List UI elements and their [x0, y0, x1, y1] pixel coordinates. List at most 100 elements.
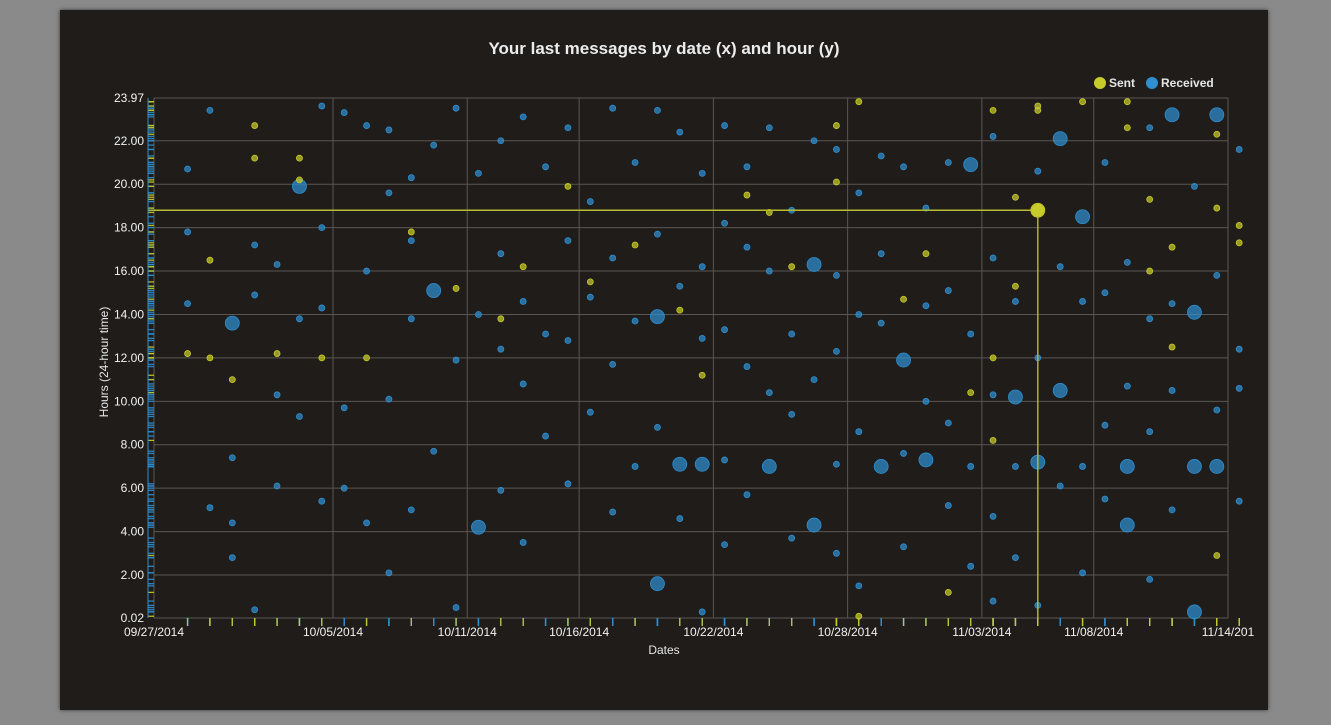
received-point — [672, 456, 688, 472]
received-point — [833, 549, 840, 557]
received-point — [228, 519, 236, 527]
received-point — [877, 319, 885, 327]
received-point — [318, 497, 326, 505]
received-point — [519, 380, 527, 388]
received-point — [318, 102, 326, 110]
received-point — [1079, 463, 1086, 470]
sent-point — [855, 612, 863, 620]
received-point — [224, 315, 240, 331]
received-point — [564, 480, 572, 488]
legend-received-label[interactable]: Received — [1161, 76, 1214, 90]
received-point — [1187, 604, 1202, 620]
sent-point — [296, 154, 303, 162]
received-point — [855, 582, 863, 590]
received-point — [206, 504, 214, 512]
received-point — [765, 389, 773, 397]
received-point — [586, 198, 594, 205]
received-point — [1168, 387, 1176, 394]
received-point — [407, 237, 415, 245]
received-point — [1075, 209, 1090, 225]
received-point — [471, 519, 486, 535]
received-point — [363, 122, 370, 129]
received-point — [1235, 146, 1243, 153]
y-tick-label: 20.00 — [114, 177, 144, 191]
received-point — [340, 404, 348, 412]
sent-point — [922, 250, 930, 258]
y-tick-label: 23.97 — [114, 91, 144, 105]
received-point — [877, 250, 885, 258]
received-point — [788, 534, 796, 542]
received-point — [497, 250, 505, 258]
y-tick-label: 10.00 — [114, 394, 144, 408]
scatter-chart: Your last messages by date (x) and hour … — [97, 39, 1255, 657]
x-tick-label: 10/11/2014 — [438, 625, 497, 639]
received-point — [363, 519, 370, 527]
legend-sent-label[interactable]: Sent — [1109, 76, 1135, 90]
received-point — [251, 241, 259, 249]
received-point — [833, 146, 840, 153]
received-point — [1052, 131, 1068, 147]
received-point — [650, 576, 665, 592]
grid-lines — [153, 97, 1229, 619]
received-point — [989, 391, 997, 399]
crosshair — [154, 203, 1045, 618]
received-point — [385, 395, 393, 403]
sent-point — [228, 376, 236, 384]
received-point — [698, 608, 706, 616]
sent-point — [318, 354, 326, 362]
x-tick-label: 10/28/2014 — [818, 625, 878, 639]
x-axis-ticks: 09/27/2014 10/05/2014 10/11/2014 10/16/2014… — [124, 625, 1255, 639]
received-point — [944, 287, 952, 294]
sent-point — [363, 354, 370, 362]
received-point — [963, 157, 979, 173]
received-point — [318, 304, 326, 312]
received-point — [519, 539, 527, 546]
received-point — [1187, 304, 1202, 320]
received-point — [810, 137, 818, 145]
received-point — [896, 352, 911, 368]
received-point — [1119, 459, 1135, 474]
received-point — [273, 482, 281, 490]
received-point — [1034, 167, 1042, 175]
y-tick-label: 2.00 — [121, 568, 145, 582]
received-point — [721, 326, 728, 334]
received-point — [228, 454, 236, 462]
sent-point — [833, 178, 840, 186]
received-point — [631, 317, 639, 325]
received-point — [1235, 497, 1243, 505]
received-point — [631, 159, 639, 166]
y-tick-label: 8.00 — [121, 438, 145, 452]
sent-point — [1213, 552, 1221, 559]
x-tick-label: 10/05/2014 — [303, 625, 363, 639]
received-point — [743, 491, 751, 499]
sent-point — [855, 98, 863, 106]
sent-point — [1235, 222, 1243, 229]
y-tick-label: 4.00 — [121, 525, 145, 539]
received-point — [609, 254, 617, 262]
received-point — [1056, 482, 1064, 490]
received-point — [788, 410, 796, 418]
legend-sent-swatch — [1094, 77, 1106, 89]
received-point — [1146, 124, 1154, 132]
legend[interactable]: Sent Received — [1094, 76, 1214, 90]
received-point — [721, 541, 728, 549]
received-point — [698, 334, 706, 342]
received-point — [1012, 554, 1019, 562]
sent-point — [1213, 204, 1221, 212]
received-point — [497, 486, 505, 494]
received-point — [340, 484, 348, 492]
received-point — [1209, 459, 1225, 474]
received-point — [609, 104, 617, 112]
received-point — [296, 413, 303, 420]
received-point — [989, 597, 997, 605]
received-point — [1123, 382, 1131, 390]
received-point — [296, 315, 303, 323]
received-point — [922, 397, 930, 405]
received-point — [676, 282, 684, 290]
received-point — [1012, 298, 1019, 305]
received-point — [609, 361, 617, 368]
received-point — [922, 302, 930, 310]
received-point — [833, 271, 840, 279]
sent-point — [676, 306, 684, 314]
received-point — [452, 356, 460, 364]
